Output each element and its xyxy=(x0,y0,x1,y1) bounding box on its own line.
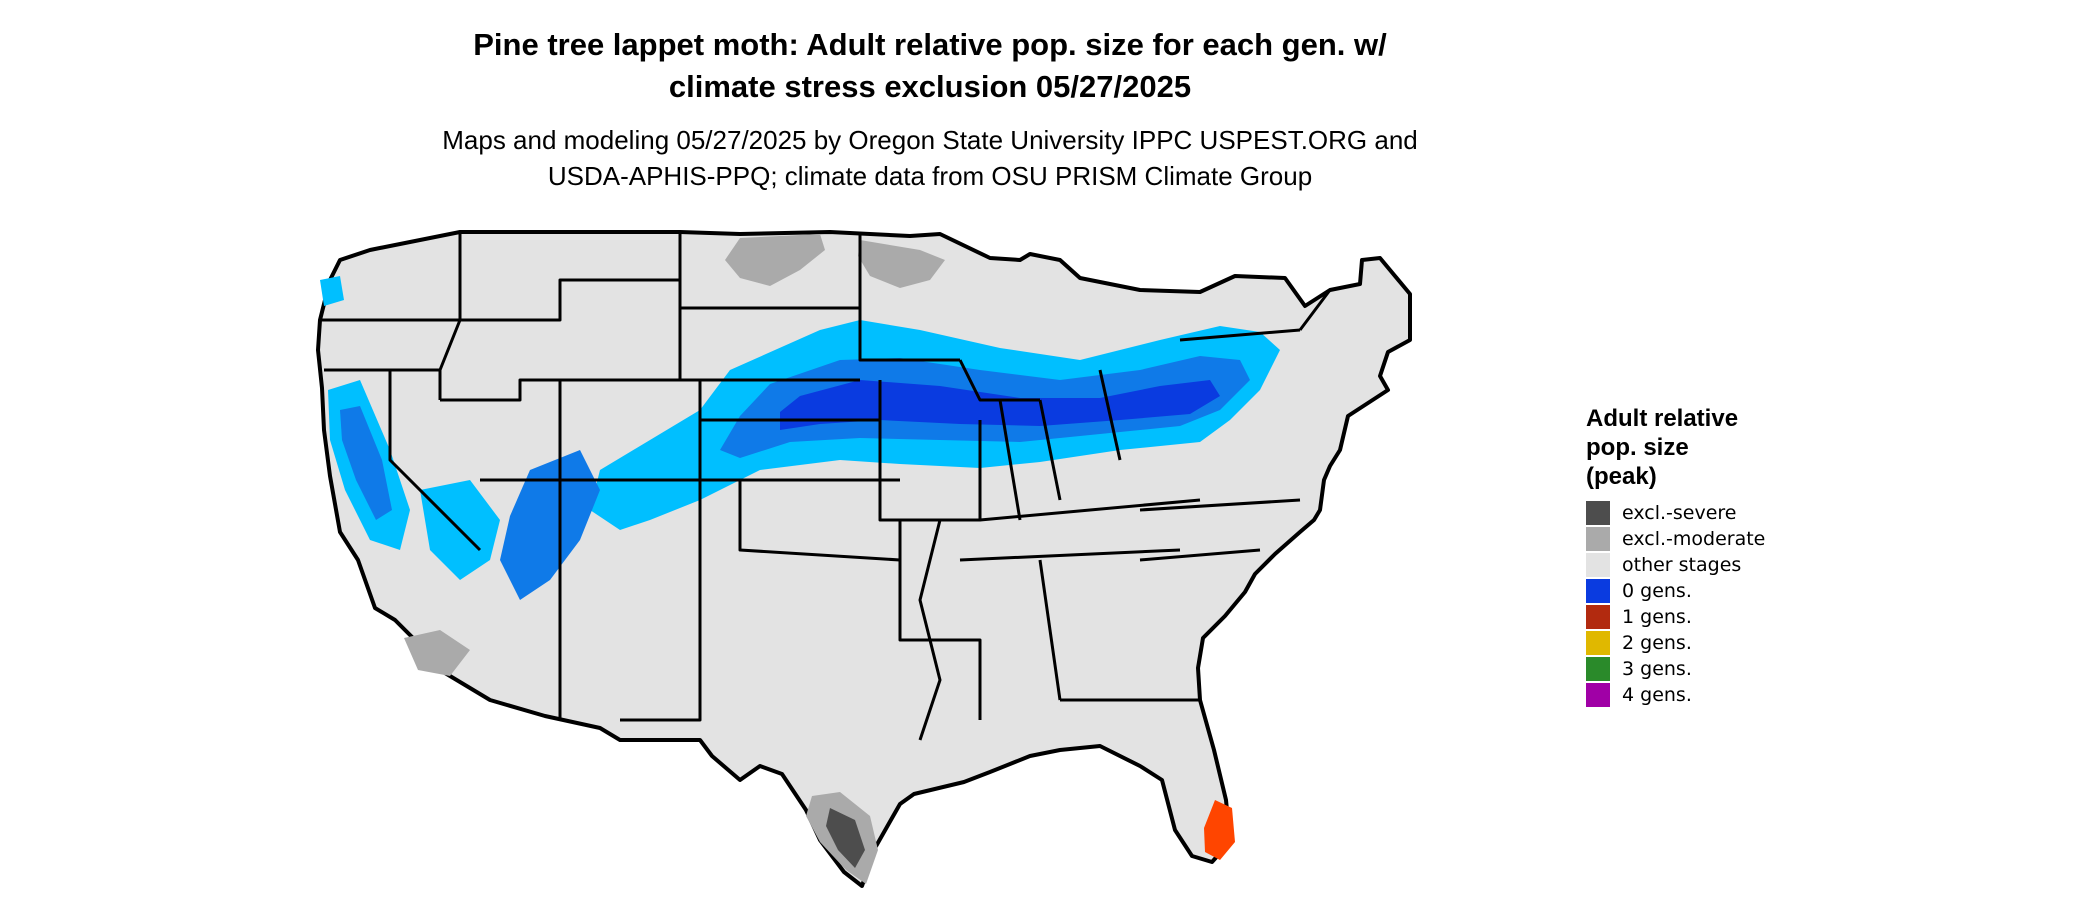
legend-label: excl.-severe xyxy=(1622,502,1737,524)
border-id xyxy=(438,232,462,400)
legend-label: 0 gens. xyxy=(1622,580,1692,602)
map-title: Pine tree lappet moth: Adult relative po… xyxy=(0,24,1860,108)
map-title-line2: climate stress exclusion 05/27/2025 xyxy=(668,69,1192,104)
border-ky-tn xyxy=(979,498,1201,522)
border-al-ga xyxy=(1038,559,1062,701)
legend-label: other stages xyxy=(1622,554,1742,576)
legend-swatch xyxy=(1586,605,1610,629)
border-ut xyxy=(440,378,562,480)
legend-item-0-gens: 0 gens. xyxy=(1586,578,1816,604)
legend-item-other-stages: other stages xyxy=(1586,552,1816,578)
border-mn-ia xyxy=(858,234,960,362)
excl-moderate-arizona xyxy=(404,630,470,676)
legend: Adult relative pop. size (peak) excl.-se… xyxy=(1586,404,1816,708)
map-subtitle-line1: Maps and modeling 05/27/2025 by Oregon S… xyxy=(442,125,1418,155)
legend-label: 2 gens. xyxy=(1622,632,1692,654)
legend-item-3-gens: 3 gens. xyxy=(1586,656,1816,682)
border-va-nc xyxy=(1139,498,1301,512)
legend-title-line: (peak) xyxy=(1586,463,1657,490)
pop-washington xyxy=(320,276,344,306)
border-mt-wy xyxy=(460,278,680,322)
excl-moderate-areas xyxy=(404,234,945,884)
legend-swatch xyxy=(1586,657,1610,681)
border-nm-tx xyxy=(620,480,702,722)
state-borders xyxy=(320,232,1361,741)
border-tn-ms-al xyxy=(959,548,1181,562)
border-mo xyxy=(878,380,982,522)
map-subtitle-line2: USDA-APHIS-PPQ; climate data from OSU PR… xyxy=(547,161,1313,191)
legend-label: 1 gens. xyxy=(1622,606,1692,628)
border-mississippi xyxy=(918,519,942,741)
legend-label: 4 gens. xyxy=(1622,684,1692,706)
legend-swatch xyxy=(1586,579,1610,603)
map-title-line1: Pine tree lappet moth: Adult relative po… xyxy=(473,27,1387,62)
legend-item-excl-severe: excl.-severe xyxy=(1586,500,1816,526)
legend-title-line: pop. size xyxy=(1586,434,1689,461)
legend-swatch xyxy=(1586,553,1610,577)
border-pa-ny xyxy=(1179,328,1301,342)
excl-severe-texas-tip xyxy=(826,808,865,868)
legend-item-4-gens: 4 gens. xyxy=(1586,682,1816,708)
border-nv-ca xyxy=(388,370,482,552)
pop-west-high xyxy=(500,450,600,600)
legend-list: excl.-severe excl.-moderate other stages… xyxy=(1586,500,1816,708)
legend-swatch xyxy=(1586,683,1610,707)
excl-moderate-minnesota xyxy=(725,234,825,286)
border-nc-sc xyxy=(1139,548,1261,562)
legend-item-excl-moderate: excl.-moderate xyxy=(1586,526,1816,552)
border-oh-pa xyxy=(1098,369,1122,461)
legend-swatch xyxy=(1586,501,1610,525)
legend-swatch xyxy=(1586,527,1610,551)
legend-title-line: Adult relative xyxy=(1586,405,1739,432)
us-map xyxy=(316,230,1412,888)
legend-label: 3 gens. xyxy=(1622,658,1692,680)
one-gen-florida xyxy=(1204,800,1235,860)
map-subtitle: Maps and modeling 05/27/2025 by Oregon S… xyxy=(0,122,1860,194)
excl-moderate-north-minnesota xyxy=(858,240,945,288)
pop-west-coast-high xyxy=(340,406,392,520)
border-dakotas xyxy=(678,234,860,382)
border-wi-il xyxy=(958,359,1040,402)
legend-title: Adult relative pop. size (peak) xyxy=(1586,404,1816,491)
legend-item-2-gens: 2 gens. xyxy=(1586,630,1816,656)
legend-item-1-gens: 1 gens. xyxy=(1586,604,1816,630)
border-il-in xyxy=(998,399,1022,521)
legend-swatch xyxy=(1586,631,1610,655)
border-in-oh xyxy=(1038,399,1062,501)
border-ar-la xyxy=(898,520,982,720)
legend-label: excl.-moderate xyxy=(1622,528,1766,550)
border-ok-tx xyxy=(738,480,901,562)
border-new-england xyxy=(1298,282,1361,331)
